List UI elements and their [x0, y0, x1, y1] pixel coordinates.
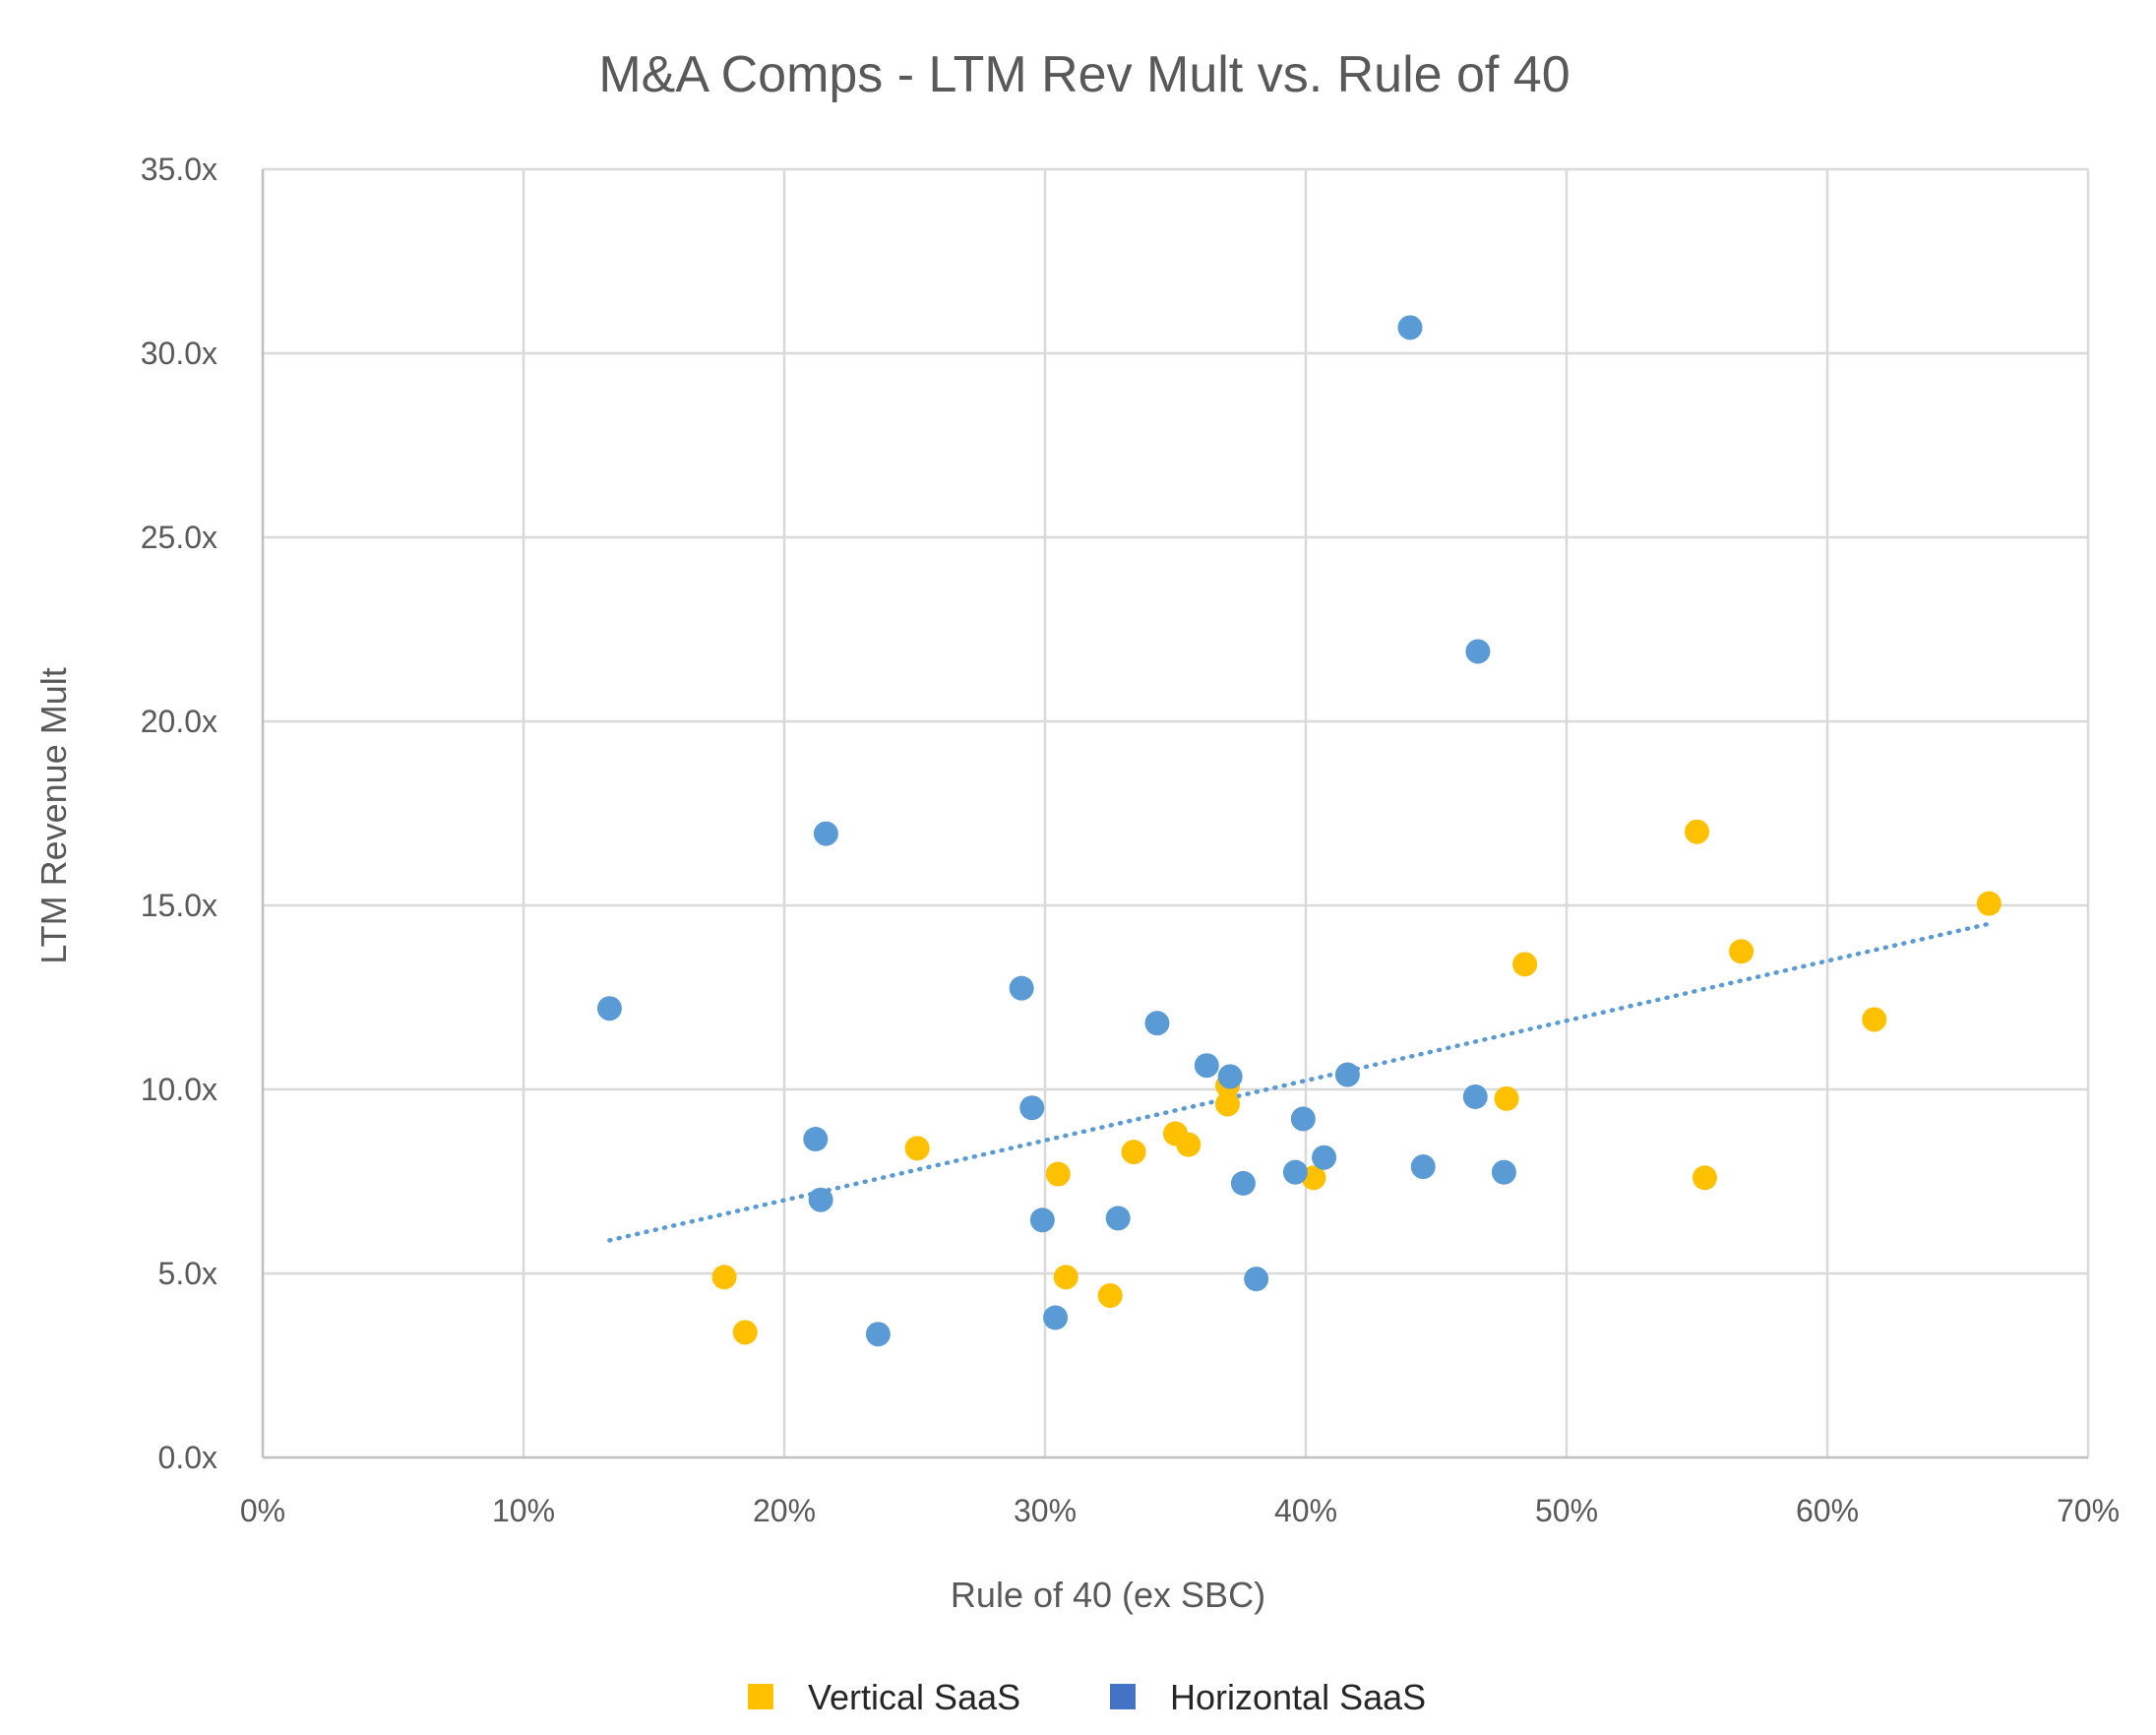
data-point: [808, 1187, 833, 1212]
data-point: [1692, 1165, 1717, 1191]
x-tick-label: 40%: [1274, 1493, 1337, 1528]
y-tick-label: 25.0x: [141, 520, 217, 555]
y-tick-label: 20.0x: [141, 704, 217, 739]
data-point: [1217, 1064, 1243, 1089]
legend: Vertical SaaS Horizontal SaaS: [748, 1677, 1426, 1717]
data-point: [1244, 1267, 1269, 1292]
data-point: [1097, 1282, 1123, 1308]
data-point: [1121, 1140, 1146, 1165]
series-vertical-saas: [711, 819, 2002, 1345]
axes: [261, 169, 2088, 1459]
data-point: [596, 996, 622, 1022]
data-point: [1282, 1159, 1308, 1185]
trendline: [607, 921, 1992, 1243]
x-tick-label: 60%: [1796, 1493, 1859, 1528]
data-point: [1144, 1011, 1170, 1036]
chart-title: M&A Comps - LTM Rev Mult vs. Rule of 40: [598, 46, 1570, 103]
y-tick-label: 30.0x: [141, 336, 217, 371]
data-point: [1512, 952, 1538, 977]
x-axis-title: Rule of 40 (ex SBC): [951, 1575, 1265, 1615]
data-point: [1215, 1091, 1240, 1117]
trendline-layer: [607, 921, 1992, 1243]
data-point: [1019, 1095, 1045, 1121]
data-point: [1685, 819, 1709, 844]
tick-labels: 0.0x 5.0x 10.0x 15.0x 20.0x 25.0x 30.0x 35.0x 0%…: [141, 152, 2120, 1528]
data-point: [1491, 1159, 1516, 1185]
y-tick-label: 10.0x: [141, 1072, 217, 1107]
data-point: [1053, 1265, 1078, 1290]
data-point: [1176, 1132, 1201, 1157]
data-point: [1397, 315, 1423, 341]
data-point: [711, 1265, 737, 1290]
data-point: [1334, 1062, 1360, 1087]
legend-label: Vertical SaaS: [808, 1677, 1020, 1717]
data-point: [1976, 891, 2002, 916]
data-point: [865, 1322, 891, 1347]
data-point: [1462, 1084, 1488, 1109]
data-point: [904, 1136, 930, 1161]
data-points: [596, 315, 2002, 1347]
data-point: [1410, 1154, 1436, 1180]
x-tick-label: 50%: [1535, 1493, 1598, 1528]
x-tick-label: 70%: [2057, 1493, 2120, 1528]
data-point: [1045, 1161, 1071, 1187]
data-point: [1230, 1170, 1256, 1196]
data-point: [1494, 1085, 1519, 1111]
x-tick-label: 30%: [1014, 1493, 1077, 1528]
data-point: [813, 821, 838, 846]
y-tick-label: 15.0x: [141, 888, 217, 923]
x-tick-label: 0%: [240, 1493, 285, 1528]
y-axis-title: LTM Revenue Mult: [33, 667, 74, 963]
y-tick-label: 5.0x: [158, 1256, 217, 1291]
data-point: [732, 1320, 758, 1345]
data-point: [1043, 1305, 1069, 1331]
legend-label: Horizontal SaaS: [1170, 1677, 1426, 1717]
legend-swatch: [748, 1684, 773, 1709]
data-point: [803, 1126, 829, 1151]
data-point: [1465, 639, 1491, 664]
data-point: [1029, 1208, 1055, 1233]
data-point: [1729, 939, 1755, 964]
data-point: [1312, 1145, 1337, 1170]
data-point: [1009, 975, 1034, 1001]
x-tick-label: 20%: [753, 1493, 816, 1528]
data-point: [1290, 1106, 1316, 1132]
series-horizontal-saas: [596, 315, 1516, 1347]
y-tick-label: 35.0x: [141, 152, 217, 187]
y-tick-label: 0.0x: [158, 1440, 217, 1475]
gridlines: [263, 167, 2090, 1457]
data-point: [1105, 1206, 1131, 1231]
data-point: [1862, 1007, 1887, 1032]
data-point: [1194, 1053, 1219, 1079]
legend-swatch: [1110, 1684, 1136, 1709]
x-tick-label: 10%: [492, 1493, 555, 1528]
